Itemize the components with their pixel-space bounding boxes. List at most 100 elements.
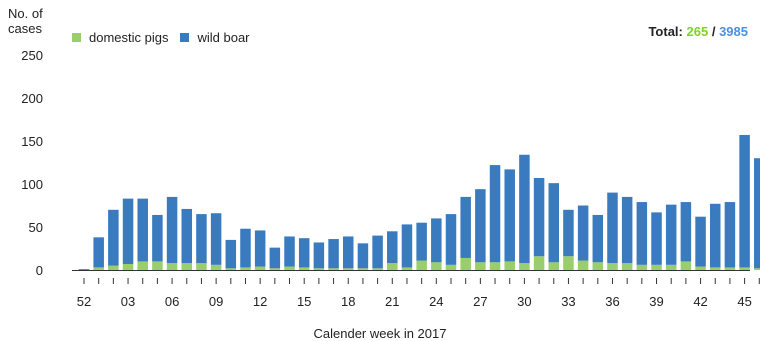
bar-wild-boar [460,196,471,258]
bar-wild-boar [342,236,354,269]
bar-wild-boar [592,214,604,263]
legend-swatch-wild-boar [180,33,190,42]
bar-wild-boar [137,198,148,262]
bar-wild-boar [754,158,760,269]
bar-wild-boar [387,231,398,264]
bar-wild-boar [181,208,193,264]
y-axis-unit-line-1: No. of [8,6,43,21]
bar-wild-boar [445,214,457,265]
bar-domestic-pigs [695,266,706,270]
x-tick-label: 45 [737,294,751,309]
bar-wild-boar [504,169,515,262]
bar-domestic-pigs [533,256,545,270]
bar-wild-boar [225,239,237,269]
x-tick-label: 18 [341,294,355,309]
y-tick-label: 50 [29,220,43,235]
bar-domestic-pigs [519,263,530,270]
bar-wild-boar [196,214,207,264]
bar-wild-boar [210,213,222,265]
bar-wild-boar [152,214,163,262]
bar-domestic-pigs [152,261,163,270]
bar-wild-boar [577,205,589,261]
bar-domestic-pigs [225,268,237,270]
y-tick-label: 150 [21,134,43,149]
x-tick-label: 06 [165,294,179,309]
bar-wild-boar [636,202,648,265]
bar-domestic-pigs [357,268,369,270]
bar-domestic-pigs [210,264,222,270]
bar-domestic-pigs [651,264,662,270]
bar-wild-boar [519,154,530,264]
x-tick-label: 33 [561,294,575,309]
bar-domestic-pigs [621,263,633,270]
bar-domestic-pigs [269,268,281,270]
bar-domestic-pigs [196,263,207,270]
bar-wild-boar [665,204,677,265]
bar-domestic-pigs [636,264,648,270]
legend-item-wild-boar[interactable]: wild boar [180,30,250,45]
bar-wild-boar [313,242,325,269]
legend-item-domestic-pigs[interactable]: domestic pigs [72,30,168,45]
bar-wild-boar [651,212,662,265]
bar-domestic-pigs [401,267,413,270]
bar-wild-boar [166,196,178,264]
x-axis-title: Calender week in 2017 [313,326,447,341]
bar-domestic-pigs [489,262,501,270]
bar-wild-boar [298,238,310,268]
bar-wild-boar [724,202,736,268]
bar-wild-boar [284,236,295,267]
bar-domestic-pigs [122,263,134,270]
bar-domestic-pigs [665,264,677,270]
x-tick-label: 39 [649,294,663,309]
legend-label-wild-boar: wild boar [197,30,250,45]
bar-wild-boar [709,203,721,268]
x-tick-label: 09 [209,294,223,309]
bar-domestic-pigs [166,263,178,270]
bar-wild-boar [269,247,281,269]
bar-domestic-pigs [328,268,339,270]
y-tick-label: 100 [21,177,43,192]
bar-wild-boar [240,228,251,268]
legend-swatch-domestic-pigs [72,33,81,42]
bar-domestic-pigs [342,268,354,270]
total-domestic-value: 265 [686,24,709,39]
x-tick-label: 42 [693,294,707,309]
bar-wild-boar [680,202,692,262]
bar-domestic-pigs [254,266,266,270]
total-wild-value: 3985 [719,24,748,39]
bar-wild-boar [254,230,266,267]
legend-label-domestic-pigs: domestic pigs [89,30,169,45]
y-tick-label: 250 [21,48,43,63]
bar-wild-boar [533,177,545,257]
bar-domestic-pigs [577,260,589,270]
bar-wild-boar [372,235,383,269]
bar-domestic-pigs [592,262,604,270]
y-axis-unit-label: No. of cases [8,6,68,36]
total-label: Total: [648,24,683,39]
y-axis-unit-line-2: cases [8,21,42,36]
bar-wild-boar [122,198,134,264]
bar-domestic-pigs [680,261,692,270]
bar-domestic-pigs [298,267,310,270]
x-tick-label: 03 [121,294,135,309]
bar-wild-boar [739,134,750,268]
bar-wild-boar [328,239,339,269]
bar-domestic-pigs [563,256,574,270]
bar-wild-boar [416,222,427,261]
bar-wild-boar [695,216,706,267]
bar-domestic-pigs [431,262,442,270]
bar-domestic-pigs [739,267,750,270]
bar-wild-boar [548,183,560,263]
bar-domestic-pigs [372,268,383,270]
bar-wild-boar [475,189,486,263]
x-tick-label: 52 [77,294,91,309]
x-tick-label: 12 [253,294,267,309]
bar-domestic-pigs [137,261,148,270]
total-summary: Total: 265 / 3985 [648,24,748,39]
bar-domestic-pigs [313,268,325,270]
bar-wild-boar [563,209,574,257]
bar-domestic-pigs [475,262,486,270]
chart-legend: domestic pigs wild boar [72,30,262,45]
bar-wild-boar [431,218,442,263]
